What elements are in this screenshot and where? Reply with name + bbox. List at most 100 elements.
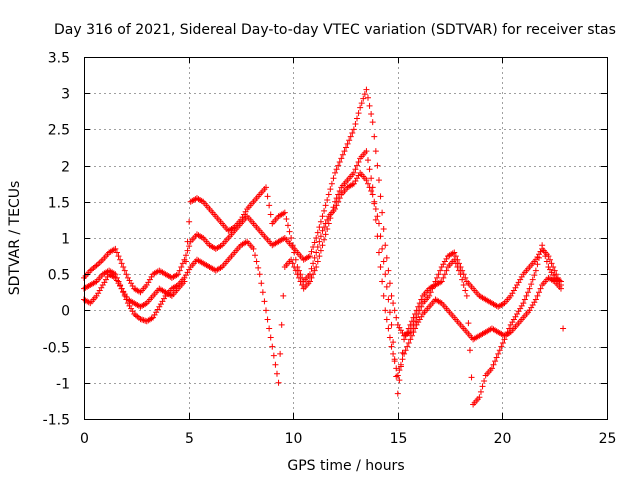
data-point bbox=[314, 244, 321, 251]
data-point bbox=[451, 256, 458, 263]
data-point bbox=[175, 271, 182, 278]
data-point bbox=[393, 314, 400, 321]
data-point bbox=[317, 218, 324, 225]
data-point bbox=[463, 292, 470, 299]
data-point bbox=[412, 325, 419, 332]
data-point bbox=[434, 274, 441, 281]
data-point bbox=[363, 177, 370, 184]
data-point bbox=[399, 356, 406, 363]
data-point bbox=[408, 318, 415, 325]
data-point bbox=[377, 263, 384, 270]
data-point bbox=[366, 102, 373, 109]
data-point bbox=[324, 216, 331, 223]
data-point bbox=[520, 300, 527, 307]
data-point bbox=[273, 370, 280, 377]
data-point bbox=[338, 155, 345, 162]
y-axis-label: SDTVAR / TECUs bbox=[7, 181, 23, 296]
data-point bbox=[404, 343, 411, 350]
x-tick-label: 20 bbox=[494, 431, 512, 447]
data-point bbox=[504, 329, 511, 336]
data-point bbox=[368, 175, 375, 182]
data-point bbox=[311, 254, 318, 261]
data-point bbox=[452, 253, 459, 260]
data-point bbox=[437, 267, 444, 274]
data-point bbox=[460, 282, 467, 289]
data-point bbox=[324, 196, 331, 203]
data-point bbox=[528, 281, 535, 288]
data-point bbox=[488, 365, 495, 372]
data-point bbox=[390, 350, 397, 357]
data-point bbox=[115, 278, 122, 285]
data-point bbox=[493, 354, 500, 361]
data-point bbox=[350, 126, 357, 133]
x-tick-label: 5 bbox=[185, 431, 194, 447]
data-point bbox=[382, 307, 389, 314]
data-point bbox=[316, 253, 323, 260]
data-point bbox=[113, 249, 120, 256]
data-point bbox=[468, 374, 475, 381]
data-point bbox=[385, 325, 392, 332]
data-point bbox=[266, 325, 273, 332]
data-point bbox=[394, 390, 401, 397]
data-point bbox=[319, 227, 326, 234]
y-tick-label: 1 bbox=[61, 232, 70, 248]
data-point bbox=[317, 247, 324, 254]
data-point bbox=[529, 276, 536, 283]
data-point bbox=[267, 334, 274, 341]
data-point bbox=[375, 177, 382, 184]
x-tick-label: 25 bbox=[599, 431, 617, 447]
data-point bbox=[313, 263, 320, 270]
tick-labels: 0 5 10 15 20 25 3.5 3 2.5 2 1.5 1 0.5 0 -0.5 -1 -1.5 bbox=[43, 51, 617, 448]
data-point bbox=[266, 202, 273, 209]
data-point bbox=[250, 245, 257, 252]
data-point bbox=[399, 349, 406, 356]
data-point bbox=[441, 271, 448, 278]
data-points bbox=[81, 86, 567, 408]
data-point bbox=[383, 283, 390, 290]
data-point bbox=[391, 307, 398, 314]
data-point bbox=[314, 258, 321, 265]
data-point bbox=[404, 329, 411, 336]
data-point bbox=[405, 325, 412, 332]
data-point bbox=[112, 245, 119, 252]
data-point bbox=[380, 225, 387, 232]
data-point bbox=[355, 158, 362, 165]
data-point bbox=[443, 267, 450, 274]
data-point bbox=[278, 321, 285, 328]
data-point bbox=[534, 261, 541, 268]
data-point bbox=[358, 100, 365, 107]
data-point bbox=[343, 144, 350, 151]
data-point bbox=[184, 238, 191, 245]
data-point bbox=[321, 224, 328, 231]
data-point bbox=[407, 336, 414, 343]
data-point bbox=[330, 175, 337, 182]
axis-ticks bbox=[84, 57, 608, 420]
data-point bbox=[306, 253, 313, 260]
data-point bbox=[354, 115, 361, 122]
data-point bbox=[393, 373, 400, 380]
data-point bbox=[391, 356, 398, 363]
data-point bbox=[364, 94, 371, 101]
data-point bbox=[258, 280, 265, 287]
data-point bbox=[499, 339, 506, 346]
data-point bbox=[372, 206, 379, 213]
data-point bbox=[451, 249, 458, 256]
data-point bbox=[364, 180, 371, 187]
data-point bbox=[495, 350, 502, 357]
data-point bbox=[261, 298, 268, 305]
data-point bbox=[418, 296, 425, 303]
data-point bbox=[347, 133, 354, 140]
data-point bbox=[310, 260, 317, 267]
data-point bbox=[492, 358, 499, 365]
data-point bbox=[490, 361, 497, 368]
y-tick-label: -0.5 bbox=[43, 341, 70, 357]
data-point bbox=[374, 213, 381, 220]
data-point bbox=[117, 256, 124, 263]
y-tick-label: 2.5 bbox=[48, 123, 70, 139]
x-axis-label: GPS time / hours bbox=[287, 458, 404, 474]
data-point bbox=[368, 187, 375, 194]
data-point bbox=[372, 148, 379, 155]
data-point bbox=[117, 282, 124, 289]
data-point bbox=[333, 202, 340, 209]
